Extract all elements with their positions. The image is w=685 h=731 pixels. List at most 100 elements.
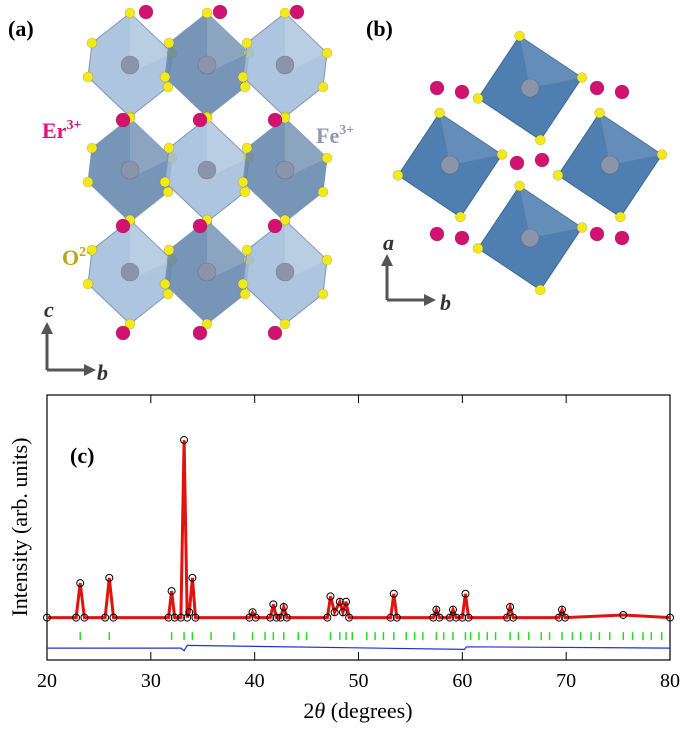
observed-point [558,605,567,614]
axis-letter: a [383,230,394,255]
x-label-part: 2 [303,698,314,723]
observed-point [101,613,110,622]
ion: Fe [316,123,339,148]
o-atom [241,244,253,256]
x-axis-label: 2θ (degrees) [303,698,412,723]
o-atom [552,170,564,181]
o-atom [163,37,175,49]
fe-atom [120,55,140,75]
x-tick-label: 80 [660,670,680,692]
o-atom [124,7,136,19]
o-atom [159,71,171,83]
o-atom [317,186,329,198]
arrow-heads [41,254,436,376]
calculated-line [47,440,671,620]
er-atom [115,112,131,128]
observed-point [185,608,194,617]
fe-atom [275,262,295,282]
ion: Er [42,118,67,143]
x-tick-label: 40 [245,670,265,692]
o-atom [162,288,174,300]
observed-point [452,613,461,622]
observed-point [43,613,51,622]
er-atom [192,325,208,341]
er-atom [212,4,228,20]
axis-letter: c [44,297,54,322]
o-atom [321,152,333,164]
y-axis-label: Intensity (arb. units) [7,437,32,616]
er-atom [589,80,605,96]
panel-label: (c) [70,443,94,468]
o-atom [159,278,171,290]
fe-atom [197,55,217,75]
ion-label: Er3+ [42,118,81,143]
o-atom [82,278,94,290]
charge: 3+ [66,118,81,133]
charge: 3+ [339,123,354,138]
observed-point [509,613,518,622]
octahedron-face [599,113,662,165]
observed-point [345,613,354,622]
octahedron-face [207,13,249,73]
difference-line [47,644,671,652]
o-atom [392,170,404,181]
x-label-part: (degrees) [325,698,412,723]
o-atom [82,71,94,83]
observed-point [191,613,200,622]
x-tick-label: 70 [556,670,576,692]
fe-atom [600,155,620,175]
o-atom [455,211,466,223]
fe-atom [520,228,540,248]
observed-point [389,589,398,598]
ion-label: Fe3+ [316,123,354,148]
o-atom [86,37,98,49]
observed-point [183,613,192,622]
o-atom [514,30,525,42]
observed-point [386,613,395,622]
o-atom [514,180,525,192]
octahedron-face [285,13,327,73]
o-atom [162,81,174,93]
o-atom [279,7,291,19]
observed-point [105,573,114,582]
x-tick-label: 50 [349,670,369,692]
o-atom [279,214,291,226]
o-atom [162,186,174,198]
observed-point [445,613,454,622]
observed-point [335,597,344,606]
axis-letter: b [440,290,451,315]
er-atom [289,4,305,20]
observed-point [282,613,291,622]
o-atom [239,186,251,198]
observed-point [164,613,173,622]
fe-atom [120,262,140,282]
observed-point [330,608,339,617]
ion: O [62,245,79,270]
observed-point [561,613,570,622]
observed-point [80,613,89,622]
panel-label: (a) [8,16,34,41]
o-atom [159,176,171,188]
observed-point [435,613,444,622]
o-atom [86,142,98,154]
octahedron-face [519,36,582,88]
observed-point [429,613,438,622]
o-atom [124,318,136,330]
er-atom [429,226,445,242]
er-atom [614,230,630,246]
octahedron-face [519,186,582,238]
fe-atom [520,78,540,98]
observed-point [76,579,85,588]
er-atom [429,80,445,96]
o-atom [321,254,333,266]
observed-point [432,605,441,614]
octahedron-face [207,118,249,178]
observed-point [554,613,563,622]
panel-label: (b) [366,16,393,41]
o-atom [317,81,329,93]
o-atom [434,107,445,119]
o-atom [163,244,175,256]
er-atom [192,218,208,234]
charge: 2- [79,245,91,260]
